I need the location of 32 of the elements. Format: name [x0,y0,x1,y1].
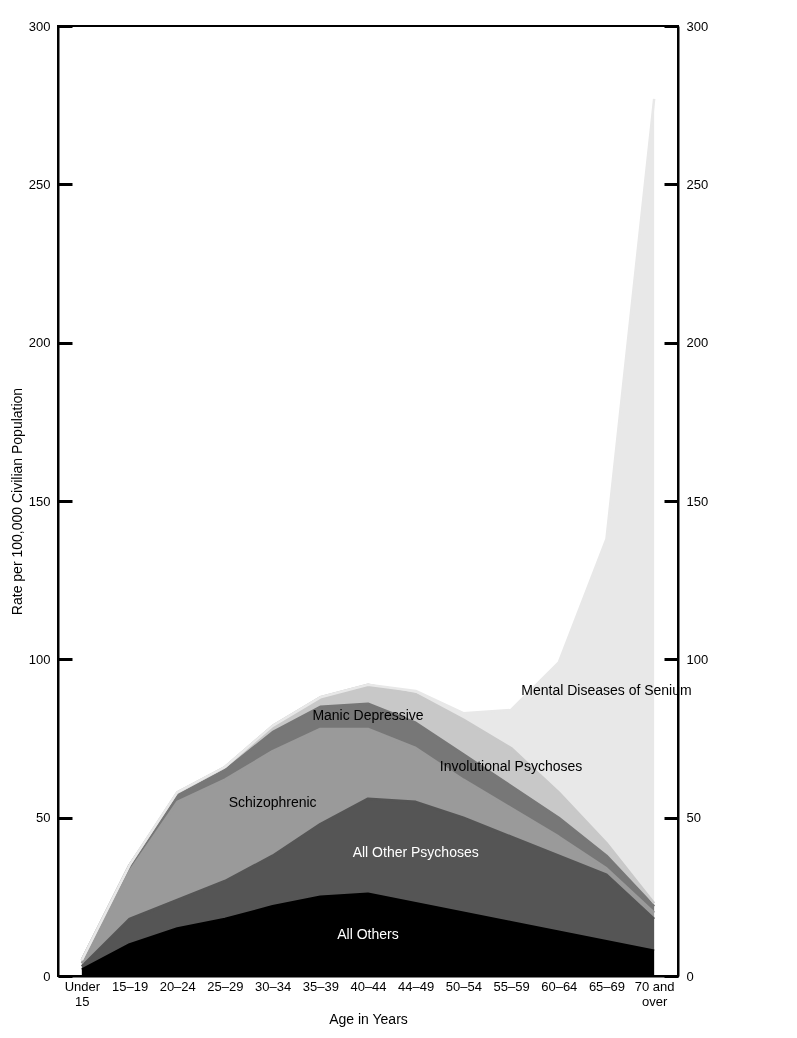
y2-tick-label: 50 [686,810,701,826]
x-tick-label: 70 and over [634,978,675,1009]
y-tick-label: 200 [28,335,51,351]
x-tick-label: 50–54 [445,978,482,994]
y-tick-label: 250 [28,176,51,192]
x-tick-label: 44–49 [398,978,435,994]
y2-tick-label: 0 [686,968,694,984]
x-tick-label: 60–64 [541,978,578,994]
y-axis-title: Rate per 100,000 Civilian Population [8,387,25,616]
y-tick-label: 150 [28,493,51,509]
y-tick-label: 300 [28,18,51,34]
y-tick-label: 50 [36,810,51,826]
x-tick-label: 25–29 [207,978,244,994]
series-label: Schizophrenic [228,794,317,811]
y-tick-label: 100 [28,651,51,667]
x-tick-label: 15–19 [111,978,149,994]
x-tick-label: 20–24 [159,978,196,994]
y2-tick-label: 150 [686,493,709,509]
y2-tick-label: 100 [686,651,709,667]
x-tick-label: 30–34 [255,978,292,994]
series-label: All Others [337,925,399,942]
x-tick-label: 35–39 [302,978,339,994]
series-label: All Other Psychoses [352,843,479,860]
x-tick-label: 55–59 [493,978,530,994]
x-axis-title: Age in Years [329,1010,408,1027]
x-tick-label: 65–69 [588,978,626,994]
x-tick-label: Under 15 [64,978,101,1009]
x-tick-label: 40–44 [350,978,387,994]
y2-tick-label: 300 [686,18,709,34]
y-tick-label: 0 [43,968,51,984]
y2-tick-label: 250 [686,176,709,192]
y2-tick-label: 200 [686,335,709,351]
